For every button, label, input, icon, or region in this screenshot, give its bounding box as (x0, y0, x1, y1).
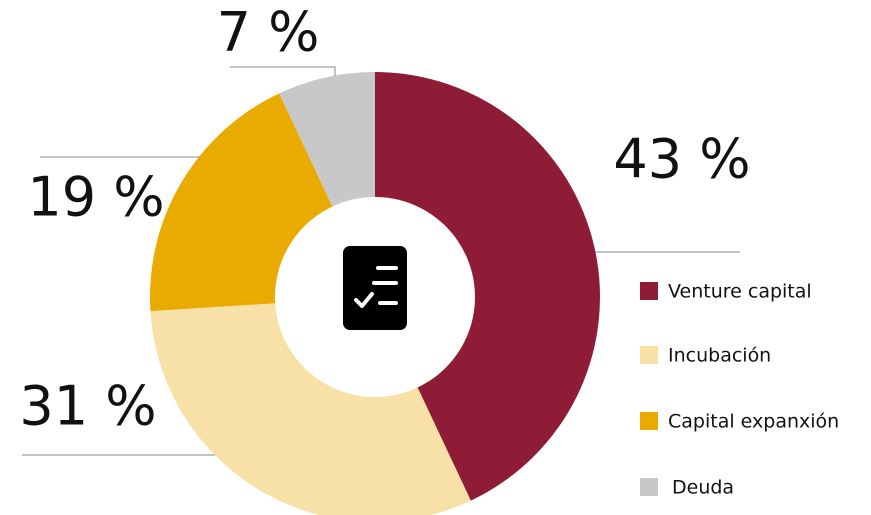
value-label: 43 % (613, 128, 750, 191)
legend-swatch (640, 478, 658, 496)
legend-label: Capital expanxión (668, 411, 839, 433)
center-icon (343, 246, 407, 330)
leader-line (230, 66, 336, 76)
legend-label: Incubación (668, 345, 771, 367)
legend-label: Venture capital (668, 281, 812, 303)
value-label: 19 % (27, 166, 164, 229)
legend-swatch (640, 282, 658, 300)
legend-swatch (640, 346, 658, 364)
value-label: 7 % (217, 1, 320, 64)
legend-swatch (640, 412, 658, 430)
value-label: 31 % (19, 375, 156, 438)
legend-label: Deuda (672, 477, 734, 499)
slice (375, 72, 600, 501)
